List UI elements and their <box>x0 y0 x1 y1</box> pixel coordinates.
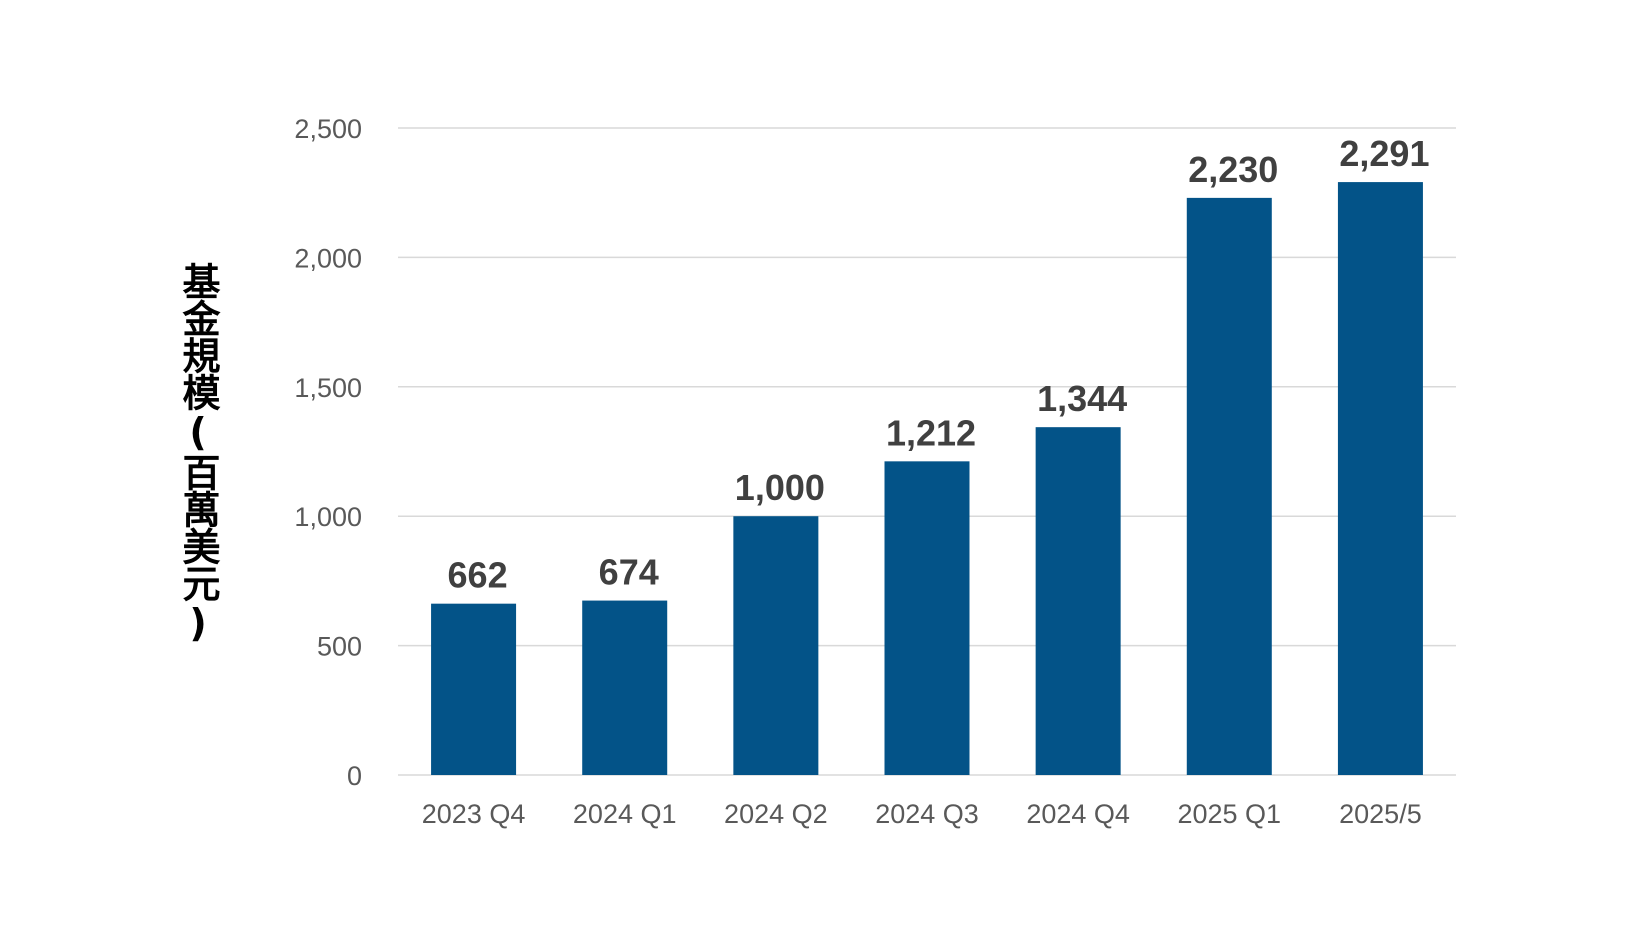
bar <box>733 516 819 775</box>
data-label: 1,212 <box>886 412 976 453</box>
y-tick-label: 2,000 <box>294 243 362 273</box>
x-tick-label: 2024 Q4 <box>1026 799 1130 829</box>
data-label: 1,000 <box>735 467 825 508</box>
x-tick-label: 2024 Q2 <box>724 799 828 829</box>
data-label: 662 <box>448 555 508 596</box>
y-axis-ticks: 0 500 1,000 1,500 2,000 2,500 <box>294 114 362 791</box>
data-label: 674 <box>599 552 659 593</box>
bars <box>431 182 1423 776</box>
x-tick-label: 2023 Q4 <box>422 799 526 829</box>
data-label: 1,344 <box>1037 378 1127 419</box>
x-axis-ticks: 2023 Q4 2024 Q1 2024 Q2 2024 Q3 2024 Q4 2025 … <box>422 799 1422 829</box>
bar <box>1337 182 1423 775</box>
bar <box>582 600 668 775</box>
y-tick-label: 1,500 <box>294 373 362 403</box>
x-tick-label: 2024 Q3 <box>875 799 979 829</box>
bar <box>884 461 970 775</box>
x-tick-label: 2025 Q1 <box>1177 799 1281 829</box>
data-labels: 662 674 1,000 1,212 1,344 2,230 2,291 <box>448 133 1430 596</box>
y-axis-label: 基金規模(百萬美元) <box>176 262 220 644</box>
bar <box>1035 427 1121 775</box>
data-label: 2,291 <box>1339 133 1429 174</box>
data-label: 2,230 <box>1188 149 1278 190</box>
y-tick-label: 500 <box>317 632 362 662</box>
bar <box>431 603 517 775</box>
y-tick-label: 1,000 <box>294 502 362 532</box>
x-tick-label: 2024 Q1 <box>573 799 677 829</box>
y-tick-label: 0 <box>347 761 362 791</box>
bar <box>1186 197 1272 776</box>
x-tick-label: 2025/5 <box>1339 799 1422 829</box>
y-tick-label: 2,500 <box>294 114 362 144</box>
